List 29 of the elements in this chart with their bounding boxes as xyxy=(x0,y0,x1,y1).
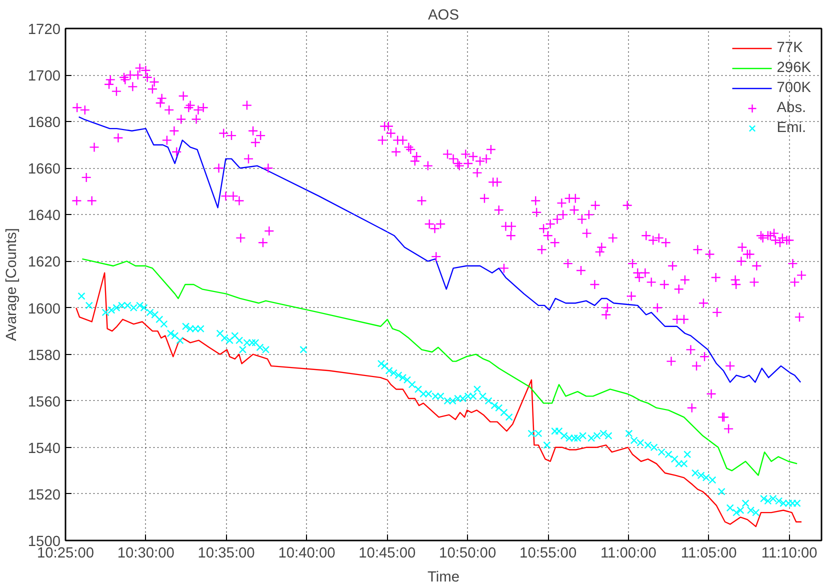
y-tick-label: 1640 xyxy=(28,208,61,224)
x-tick-label: 11:10:00 xyxy=(761,546,818,562)
x-tick-label: 10:55:00 xyxy=(520,546,577,562)
y-tick-label: 1620 xyxy=(28,254,61,271)
y-tick-label: 1540 xyxy=(28,440,61,457)
chart-title: AOS xyxy=(428,8,460,24)
x-tick-label: 10:40:00 xyxy=(278,546,336,562)
y-tick-label: 1680 xyxy=(28,115,61,132)
y-axis-title: Avarage [Counts] xyxy=(4,228,20,341)
legend-label: Abs. xyxy=(776,100,806,116)
legend-label: 77K xyxy=(776,40,803,56)
x-tick-label: 10:45:00 xyxy=(358,546,416,562)
legend-label: Emi. xyxy=(776,120,806,136)
legend-label: 296K xyxy=(776,60,811,76)
x-tick-label: 10:50:00 xyxy=(439,546,496,562)
x-tick-label: 10:35:00 xyxy=(198,546,255,562)
y-tick-label: 1560 xyxy=(28,394,61,410)
y-tick-label: 1700 xyxy=(28,68,61,85)
legend-label: 700K xyxy=(776,80,811,96)
y-tick-label: 1580 xyxy=(28,348,61,364)
x-axis-title: Time xyxy=(427,570,460,586)
y-tick-label: 1720 xyxy=(28,22,61,38)
y-tick-label: 1520 xyxy=(28,487,61,504)
x-tick-label: 11:05:00 xyxy=(680,546,737,562)
x-tick-label: 10:30:00 xyxy=(117,546,174,562)
x-tick-label: 11:00:00 xyxy=(600,546,656,562)
line-series xyxy=(82,258,798,476)
y-tick-label: 1600 xyxy=(28,301,61,318)
y-tick-label: 1660 xyxy=(28,162,61,178)
